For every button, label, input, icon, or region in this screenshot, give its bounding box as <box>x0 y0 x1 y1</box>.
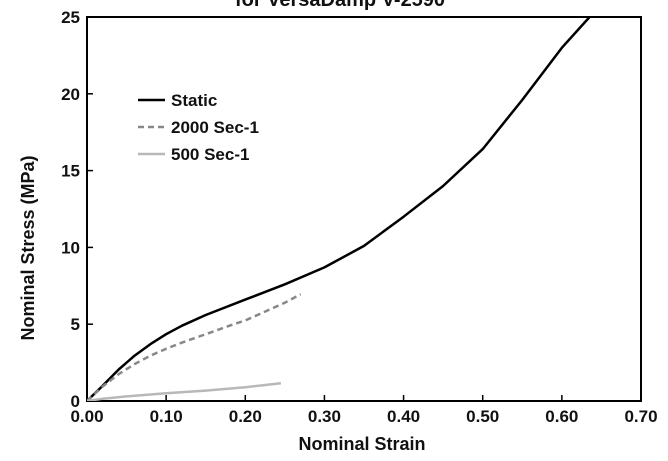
x-tick-label: 0.40 <box>387 407 420 426</box>
x-tick-label: 0.20 <box>229 407 262 426</box>
series-line-1 <box>87 17 591 401</box>
y-axis-title: Nominal Stress (MPa) <box>18 155 38 340</box>
x-tick-label: 0.00 <box>70 407 103 426</box>
x-tick-label: 0.10 <box>150 407 183 426</box>
legend-label-3: 500 Sec-1 <box>171 145 249 164</box>
y-tick-label: 25 <box>61 8 80 27</box>
x-tick-label: 0.70 <box>624 407 657 426</box>
y-tick-label: 10 <box>61 238 80 257</box>
x-tick-label: 0.30 <box>308 407 341 426</box>
chart-title: for VersaDamp V-2590 <box>235 0 445 11</box>
x-tick-label: 0.60 <box>545 407 578 426</box>
series-line-2 <box>87 293 302 401</box>
y-tick-label: 15 <box>61 162 80 181</box>
plot-frame <box>86 16 642 402</box>
series-line-3 <box>87 382 282 401</box>
plot-area: 0.00 0.10 0.20 0.30 0.40 0.50 0.60 0.70 0 5 10 15 20… <box>61 8 657 426</box>
x-tick-label: 0.50 <box>466 407 499 426</box>
y-tick-label: 20 <box>61 85 80 104</box>
x-axis-title: Nominal Strain <box>298 434 425 454</box>
legend-label-1: Static <box>171 91 217 110</box>
y-tick-label: 5 <box>71 315 80 334</box>
legend-label-2: 2000 Sec-1 <box>171 118 259 137</box>
y-tick-label: 0 <box>71 392 80 411</box>
